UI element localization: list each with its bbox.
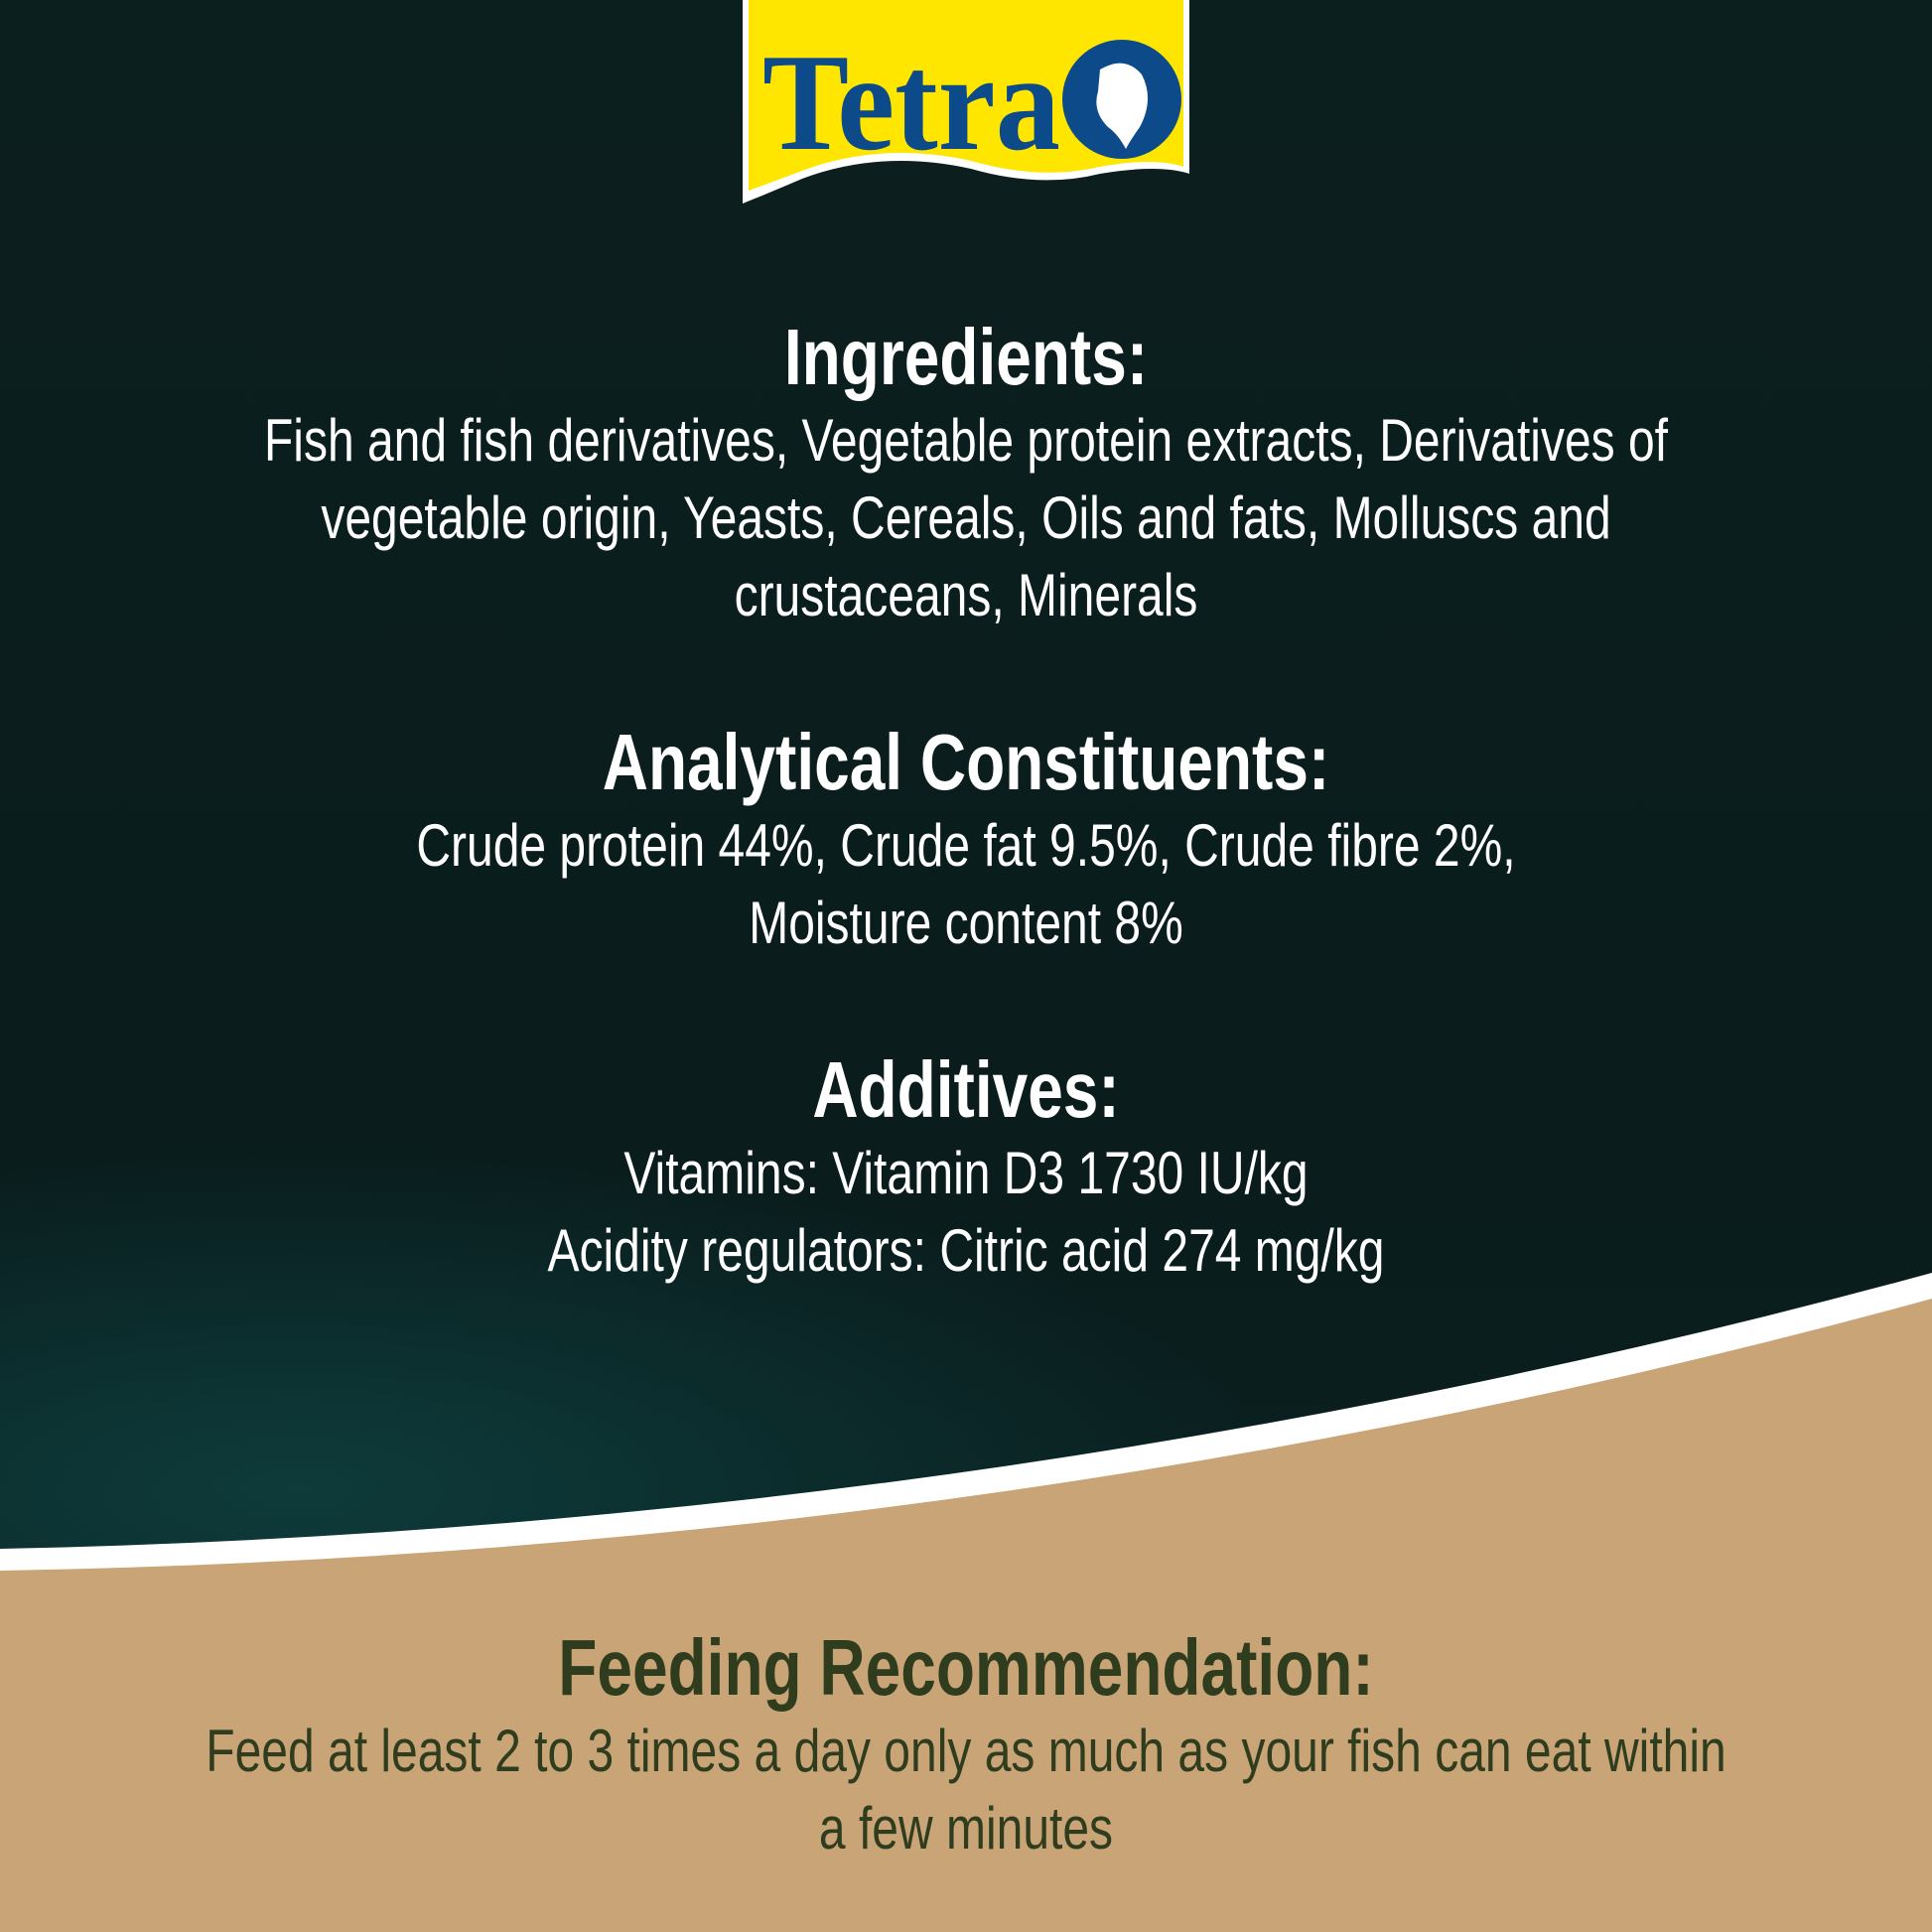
- additives-section: Additives: Vitamins: Vitamin D3 1730 IU/…: [13, 1045, 1919, 1290]
- feeding-heading: Feeding Recommendation:: [558, 1623, 1374, 1712]
- analytical-heading: Analytical Constituents:: [602, 718, 1330, 806]
- additives-line: Vitamins: Vitamin D3 1730 IU/kg: [623, 1140, 1309, 1206]
- feeding-line: Feed at least 2 to 3 times a day only as…: [206, 1718, 1726, 1784]
- ingredients-line: vegetable origin, Yeasts, Cereals, Oils …: [321, 484, 1611, 551]
- ingredients-line: crustaceans, Minerals: [734, 562, 1198, 628]
- ingredients-line: Fish and fish derivatives, Vegetable pro…: [263, 407, 1669, 474]
- additives-line: Acidity regulators: Citric acid 274 mg/k…: [547, 1217, 1385, 1284]
- svg-text:Tetra: Tetra: [762, 26, 1060, 180]
- additives-heading: Additives:: [812, 1045, 1120, 1134]
- analytical-line: Moisture content 8%: [749, 890, 1183, 956]
- analytical-line: Crude protein 44%, Crude fat 9.5%, Crude…: [416, 812, 1516, 879]
- ingredients-section: Ingredients: Fish and fish derivatives, …: [13, 313, 1919, 634]
- ingredients-heading: Ingredients:: [783, 313, 1149, 401]
- feeding-section: Feeding Recommendation: Feed at least 2 …: [13, 1623, 1919, 1867]
- analytical-section: Analytical Constituents: Crude protein 4…: [13, 718, 1919, 962]
- tetra-logo: Tetra: [743, 0, 1189, 204]
- feeding-line: a few minutes: [818, 1795, 1114, 1862]
